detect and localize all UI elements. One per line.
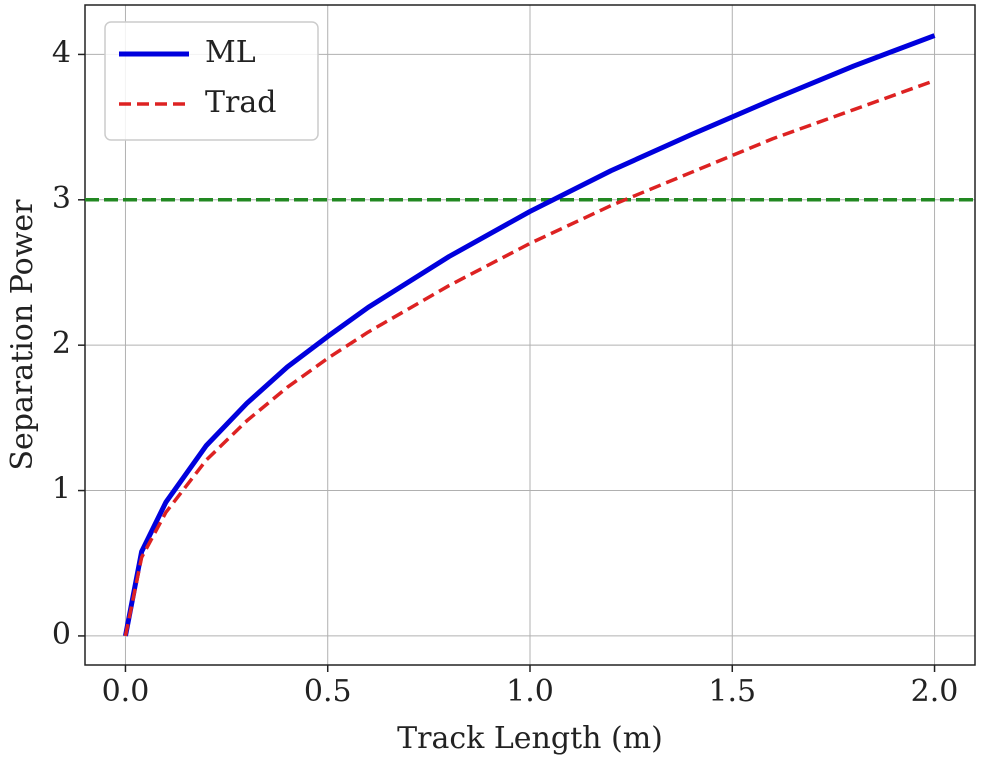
y-tick-label: 4 [52, 35, 71, 70]
y-tick-label: 1 [52, 472, 71, 507]
x-tick-label: 2.0 [911, 674, 959, 709]
x-tick-label: 0.0 [102, 674, 150, 709]
x-tick-label: 0.5 [304, 674, 352, 709]
plot-frame [84, 4, 976, 666]
series-line [122, 33, 936, 637]
y-axis-label: Separation Power [5, 199, 40, 471]
y-tick-label: 2 [52, 326, 71, 361]
series-line [123, 78, 936, 637]
y-tick-label: 3 [52, 181, 71, 216]
x-tick-label: 1.0 [506, 674, 554, 709]
legend-label: Trad [205, 85, 276, 120]
x-tick-label: 1.5 [708, 674, 756, 709]
y-tick-label: 0 [52, 617, 71, 652]
x-axis-label: Track Length (m) [397, 721, 663, 756]
legend-label: ML [205, 35, 256, 70]
